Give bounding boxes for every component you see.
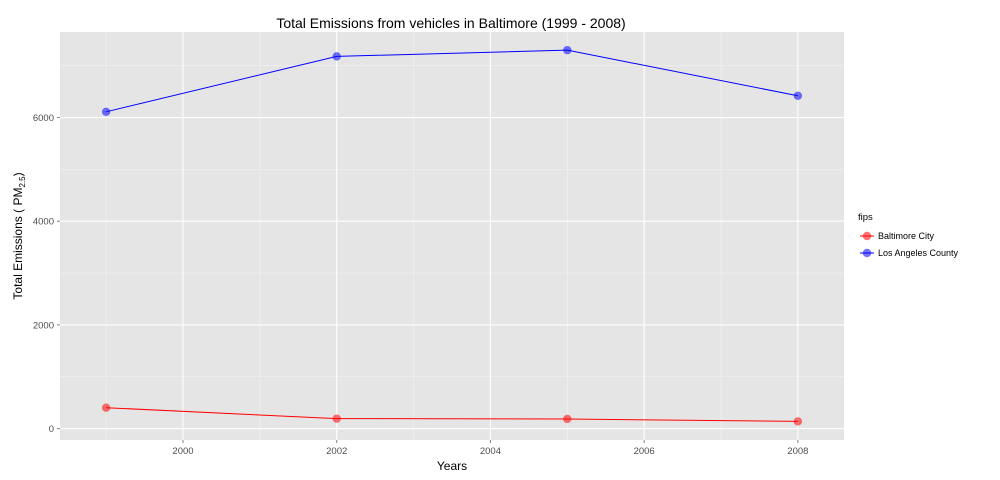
y-axis-title-main: Total Emissions ( PM — [11, 188, 25, 300]
legend-items: Baltimore City Los Angeles County — [860, 231, 959, 258]
x-tick-label: 2004 — [480, 446, 501, 457]
x-tick-label: 2008 — [787, 446, 808, 457]
legend-label-los-angeles-county: Los Angeles County — [878, 248, 959, 258]
y-tick-label: 0 — [49, 424, 54, 435]
legend-label-baltimore-city: Baltimore City — [878, 231, 935, 241]
data-point-los-angeles-county — [332, 52, 341, 61]
series-layer — [101, 45, 803, 426]
x-axis-title: Years — [437, 459, 467, 473]
y-tick-label: 2000 — [33, 320, 54, 331]
y-tick-label: 4000 — [33, 217, 54, 228]
legend-key-point-los-angeles-county — [862, 248, 872, 258]
data-point-los-angeles-county — [793, 91, 803, 100]
plot-panel — [60, 32, 844, 440]
x-tick-label: 2000 — [172, 446, 193, 457]
y-tick-label: 6000 — [33, 113, 54, 124]
series-line-los-angeles-county — [105, 49, 798, 113]
y-axis-title: Total Emissions ( PM2.5) — [11, 172, 27, 299]
data-point-baltimore-city — [101, 403, 111, 412]
legend: fips Baltimore City Los Angeles County — [858, 212, 959, 258]
x-tick-label: 2002 — [326, 446, 347, 457]
y-axis-ticks: 0 2000 4000 6000 — [33, 113, 60, 435]
x-tick-label: 2006 — [634, 446, 655, 457]
x-axis-ticks: 2000 2002 2004 2006 2008 — [172, 440, 808, 457]
y-axis-title-end: ) — [11, 172, 25, 176]
y-axis-title-subscript: 2.5 — [18, 176, 27, 188]
minor-gridlines — [60, 32, 844, 440]
major-gridlines — [60, 32, 844, 440]
data-point-los-angeles-county — [563, 45, 572, 55]
series-line-baltimore-city — [106, 407, 798, 422]
data-point-baltimore-city — [563, 414, 572, 424]
data-point-baltimore-city — [332, 414, 341, 423]
legend-title: fips — [858, 212, 873, 223]
data-point-los-angeles-county — [101, 107, 111, 117]
data-point-baltimore-city — [793, 417, 803, 426]
chart-title: Total Emissions from vehicles in Baltimo… — [276, 15, 625, 31]
legend-key-point-baltimore-city — [862, 231, 872, 241]
